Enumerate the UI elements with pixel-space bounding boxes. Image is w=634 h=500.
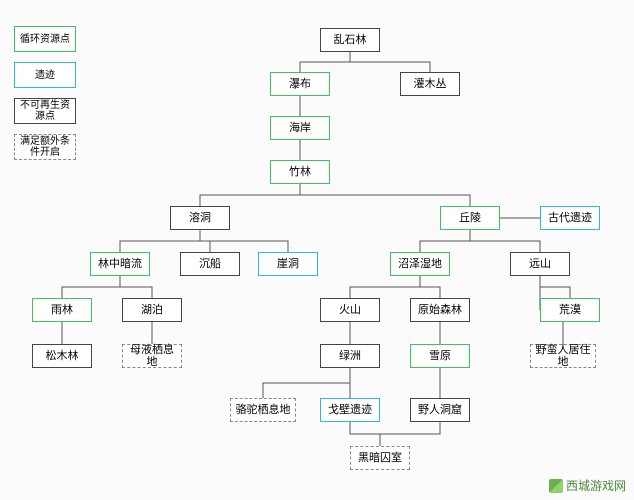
edge xyxy=(200,230,210,252)
node-yuanshan: 远山 xyxy=(510,252,570,276)
node-rongdong: 溶洞 xyxy=(170,206,230,230)
node-haian: 海岸 xyxy=(270,116,330,140)
edge xyxy=(300,184,470,206)
edge xyxy=(350,276,420,298)
watermark: 西城游戏网 xyxy=(549,477,626,494)
node-muye: 母液栖息地 xyxy=(122,344,182,368)
edge xyxy=(350,422,380,446)
node-huangmo: 荒漠 xyxy=(540,298,600,322)
node-zhulin: 竹林 xyxy=(270,160,330,184)
edge xyxy=(263,368,350,398)
legend-item: 循环资源点 xyxy=(14,26,76,52)
edge xyxy=(420,230,470,252)
edge xyxy=(200,184,300,206)
legend-item: 满足额外条件开启 xyxy=(14,134,76,160)
node-gudai: 古代遗迹 xyxy=(540,206,600,230)
node-yeman: 野蛮人居住地 xyxy=(530,344,596,368)
node-yadong: 崖洞 xyxy=(258,252,318,276)
node-zhaoze: 沼泽湿地 xyxy=(390,252,450,276)
site-logo-icon xyxy=(549,479,563,493)
node-hubo: 湖泊 xyxy=(122,298,182,322)
node-xueyuan: 雪原 xyxy=(410,344,470,368)
node-yuanshi: 原始森林 xyxy=(410,298,470,322)
node-pubu: 瀑布 xyxy=(270,72,330,96)
node-linzhong: 林中暗流 xyxy=(90,252,150,276)
edge xyxy=(380,422,440,446)
node-chenchuan: 沉船 xyxy=(180,252,240,276)
node-heian: 黑暗囚室 xyxy=(350,446,410,470)
node-songmu: 松木林 xyxy=(32,344,92,368)
node-gebi: 戈壁遗迹 xyxy=(320,398,380,422)
edge xyxy=(540,276,570,298)
node-luotuo: 骆驼栖息地 xyxy=(230,398,296,422)
edge xyxy=(350,52,430,72)
watermark-text: 西城游戏网 xyxy=(566,477,626,494)
legend-item: 不可再生资源点 xyxy=(14,98,76,124)
edge xyxy=(200,230,288,252)
edge xyxy=(120,276,152,298)
edge xyxy=(300,52,350,72)
node-lvzhou: 绿洲 xyxy=(320,344,380,368)
node-luanshilin: 乱石林 xyxy=(320,28,380,52)
edge xyxy=(470,230,540,252)
edge xyxy=(420,276,440,298)
node-huoshan: 火山 xyxy=(320,298,380,322)
node-guanmu: 灌木丛 xyxy=(400,72,460,96)
legend-item: 遗迹 xyxy=(14,62,76,88)
edge xyxy=(62,276,120,298)
node-yeren: 野人洞窟 xyxy=(410,398,470,422)
edge xyxy=(120,230,200,252)
node-qiuling: 丘陵 xyxy=(440,206,500,230)
node-yulin: 雨林 xyxy=(32,298,92,322)
